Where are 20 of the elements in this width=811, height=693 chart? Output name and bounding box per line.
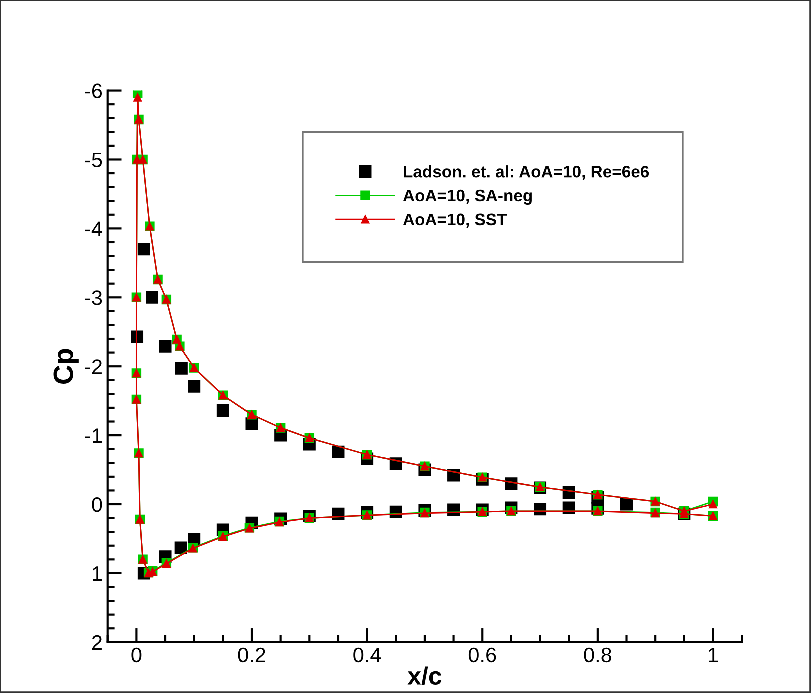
legend-label: Ladson. et. al: AoA=10, Re=6e6 <box>404 166 650 180</box>
x-tick-label: 0.6 <box>468 648 496 663</box>
y-tick-label: -2 <box>85 360 102 374</box>
y-tick-label: -5 <box>85 152 102 168</box>
y-tick-label: -1 <box>85 428 102 444</box>
y-tick-label: 1 <box>93 566 102 582</box>
legend-label: AoA=10, SA-neg <box>403 190 532 206</box>
x-tick-label: 0.4 <box>354 648 382 663</box>
y-tick-label: -4 <box>85 222 102 236</box>
x-tick-label: 1 <box>709 648 718 662</box>
y-axis-title: Cp <box>54 349 79 384</box>
x-tick-label: 0 <box>132 648 142 663</box>
y-tick-label: -6 <box>85 84 102 99</box>
x-axis-title: x/c <box>408 666 442 686</box>
y-tick-label: 0 <box>92 498 102 512</box>
legend-label: AoA=10, SST <box>403 214 508 228</box>
y-tick-label: 2 <box>92 635 102 650</box>
x-tick-label: 0.8 <box>584 648 612 663</box>
y-tick-label: -3 <box>85 290 102 306</box>
x-tick-label: 0.2 <box>238 648 266 663</box>
